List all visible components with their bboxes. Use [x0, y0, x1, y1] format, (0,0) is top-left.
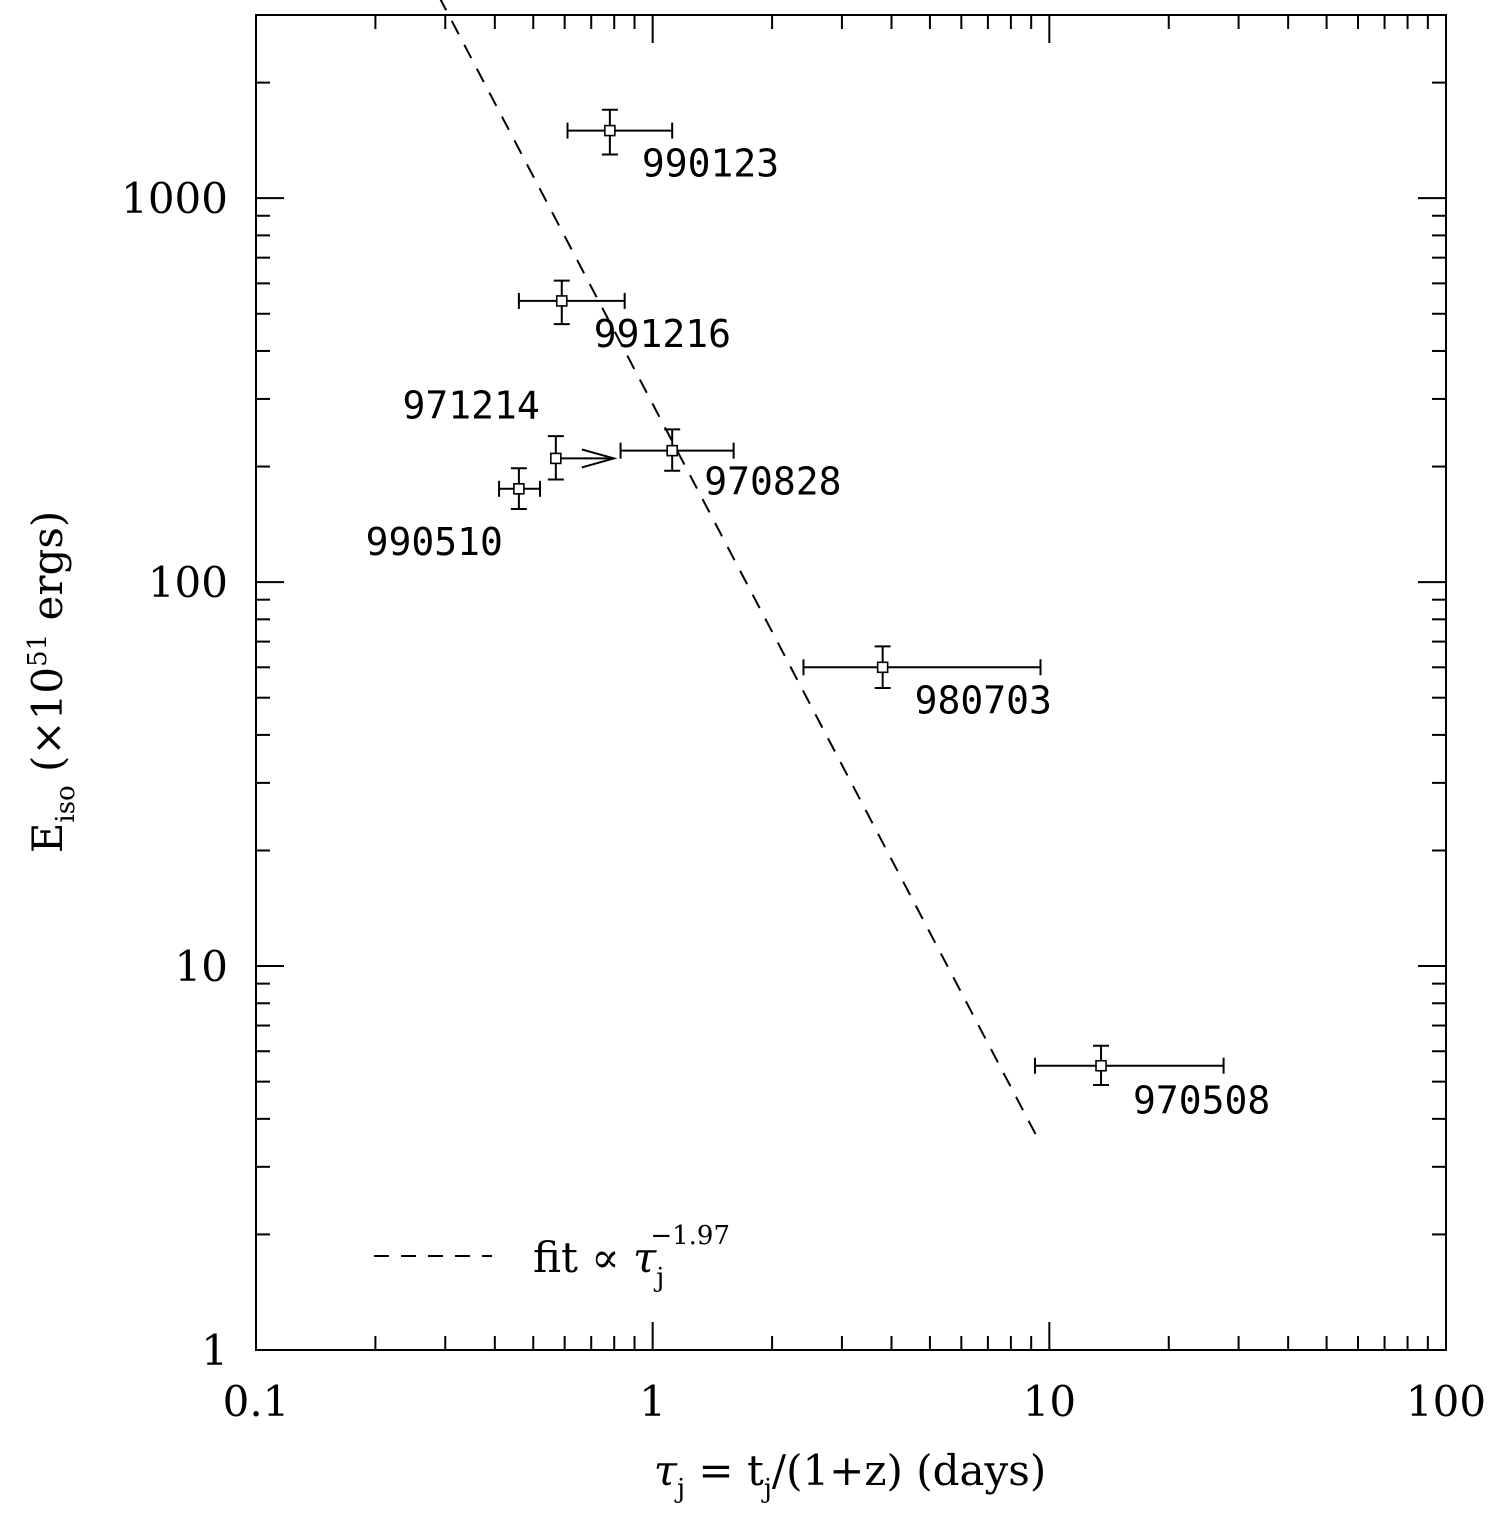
point-label: 990510 [366, 520, 503, 564]
data-point-980703: 980703 [802, 645, 1052, 722]
point-label: 971214 [403, 383, 540, 427]
x-axis-label: τj = tj/(1+z) (days) [654, 1446, 1046, 1504]
point-label: 980703 [915, 678, 1052, 722]
marker-square [876, 661, 889, 674]
x-tick-label: 1 [639, 1377, 666, 1426]
y-tick-label: 1000 [121, 174, 228, 223]
data-point-990123: 990123 [566, 108, 779, 186]
marker-square [555, 295, 568, 307]
marker-square [550, 452, 562, 465]
axis-ticks [255, 14, 1446, 1351]
data-point-991216: 991216 [517, 279, 731, 356]
plot-frame [255, 14, 1447, 1351]
point-label: 991216 [594, 312, 731, 356]
marker-square [513, 483, 525, 495]
data-point-970508: 970508 [1033, 1044, 1270, 1123]
fit-line [439, 0, 1041, 1143]
x-tick-label: 10 [1023, 1377, 1076, 1426]
y-tick-label: 100 [148, 558, 228, 607]
marker-square [604, 124, 616, 137]
legend: fit ∝ τj−1.97 [374, 1221, 730, 1293]
point-label: 970828 [704, 460, 841, 504]
data-point-971214: 971214 [403, 383, 618, 481]
x-tick-label: 0.1 [223, 1377, 290, 1426]
y-tick-label: 1 [201, 1326, 228, 1375]
x-tick-label: 100 [1406, 1377, 1486, 1426]
marker-square [1095, 1059, 1107, 1072]
data-point-970828: 970828 [619, 428, 841, 504]
y-axis-label: Eiso (×1051 ergs) [23, 511, 81, 854]
point-label: 970508 [1133, 1079, 1270, 1123]
data-points: 990123 991216 971214 970828 990510 980703 9705… [366, 108, 1270, 1123]
data-point-990510: 990510 [366, 467, 542, 564]
limit-arrow-head [581, 448, 618, 469]
point-label: 990123 [642, 142, 779, 186]
y-tick-label: 10 [175, 942, 228, 991]
fit-line-group [439, 0, 1041, 1143]
marker-square [666, 444, 678, 457]
legend-text: fit ∝ τj−1.97 [533, 1221, 730, 1293]
